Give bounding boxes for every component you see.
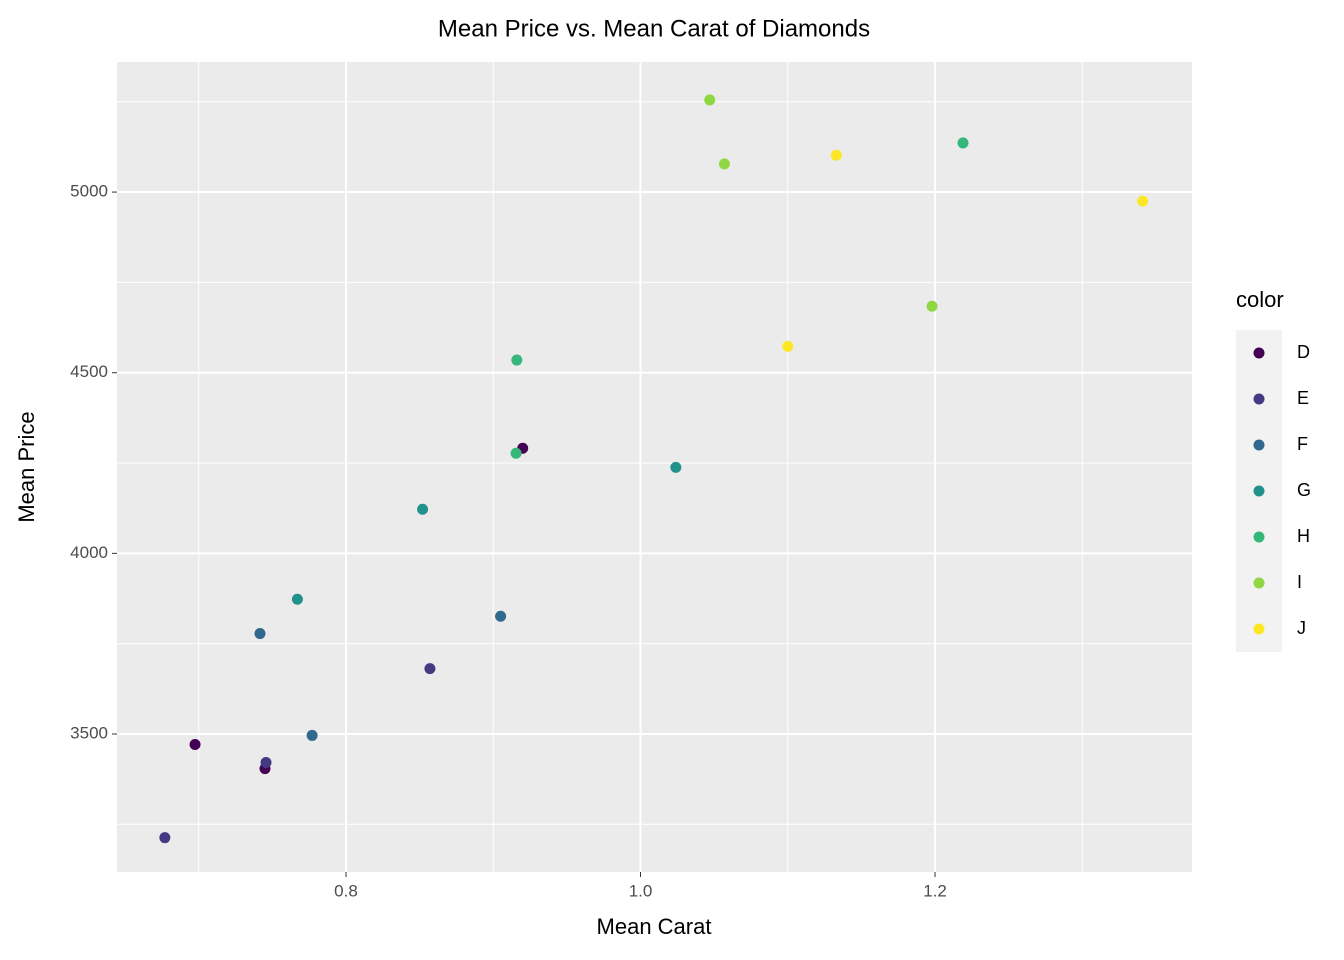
point <box>510 447 522 459</box>
legend-label: H <box>1297 526 1310 546</box>
point <box>670 461 682 473</box>
point <box>254 628 266 640</box>
point <box>1137 195 1149 207</box>
legend-label: D <box>1297 342 1310 362</box>
legend-label: J <box>1297 618 1306 638</box>
point <box>957 137 969 149</box>
legend-title: color <box>1236 287 1284 312</box>
y-tick-label: 3500 <box>70 723 108 742</box>
point <box>291 593 303 605</box>
legend-marker <box>1253 347 1265 359</box>
point <box>718 158 730 170</box>
legend-label: I <box>1297 572 1302 592</box>
legend-marker <box>1253 485 1265 497</box>
point <box>926 300 938 312</box>
panel <box>117 62 1192 872</box>
point <box>417 503 429 515</box>
legend-marker <box>1253 439 1265 451</box>
point <box>511 354 523 366</box>
y-axis-title: Mean Price <box>14 411 39 522</box>
point <box>830 149 842 161</box>
x-tick-label: 0.8 <box>334 881 358 900</box>
legend-marker <box>1253 577 1265 589</box>
point <box>260 757 272 769</box>
legend-label: F <box>1297 434 1308 454</box>
legend-marker <box>1253 531 1265 543</box>
y-tick-label: 4000 <box>70 543 108 562</box>
x-axis-title: Mean Carat <box>597 914 712 939</box>
y-tick-label: 4500 <box>70 362 108 381</box>
legend-marker <box>1253 623 1265 635</box>
legend-label: E <box>1297 388 1309 408</box>
legend-label: G <box>1297 480 1311 500</box>
point <box>424 663 436 675</box>
point <box>189 738 201 750</box>
x-tick-label: 1.0 <box>629 881 653 900</box>
chart-title: Mean Price vs. Mean Carat of Diamonds <box>438 15 870 42</box>
point <box>782 340 794 352</box>
point <box>495 610 507 622</box>
legend-marker <box>1253 393 1265 405</box>
point <box>306 729 318 741</box>
y-tick-label: 5000 <box>70 182 108 201</box>
x-tick-label: 1.2 <box>923 881 947 900</box>
point <box>704 94 716 106</box>
point <box>159 832 171 844</box>
